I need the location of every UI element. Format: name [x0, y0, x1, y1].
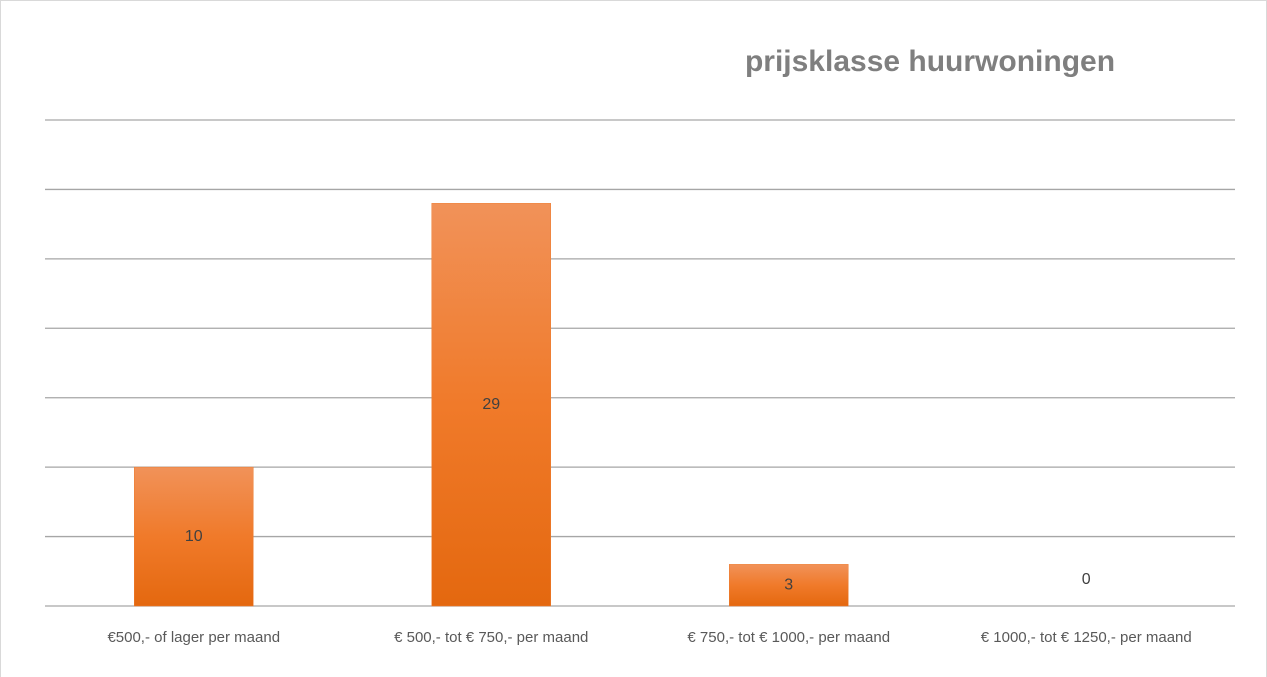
data-label: 10: [185, 528, 203, 545]
data-label: 29: [482, 396, 500, 413]
x-tick-label: € 1000,- tot € 1250,- per maand: [980, 629, 1192, 646]
bar: [134, 466, 254, 607]
x-tick-label: €500,- of lager per maand: [107, 629, 281, 646]
x-tick-label: € 750,- tot € 1000,- per maand: [687, 629, 891, 646]
data-label: 3: [784, 576, 793, 593]
x-tick-label: € 500,- tot € 750,- per maand: [394, 629, 589, 646]
bar: [729, 564, 849, 607]
bar: [431, 203, 551, 607]
chart-title: prijsklasse huurwoningen: [745, 45, 1115, 78]
data-label: 0: [1082, 571, 1091, 588]
